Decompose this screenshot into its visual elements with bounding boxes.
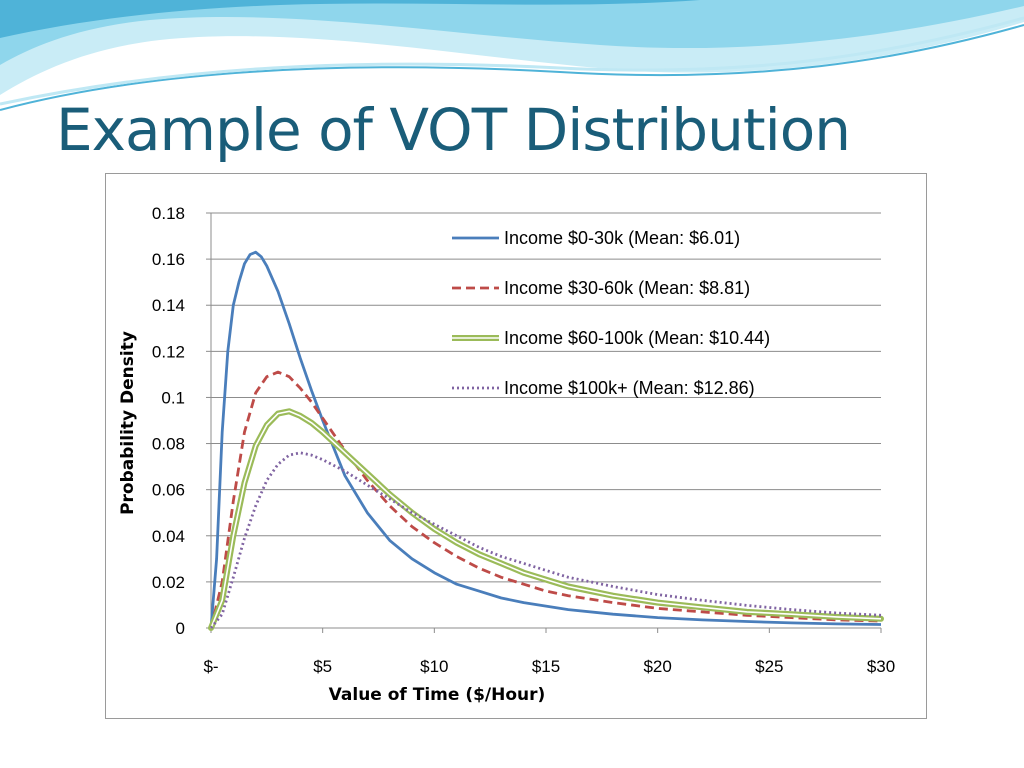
decorative-wave-banner: [0, 0, 1024, 111]
x-tick-label: $5: [313, 657, 332, 676]
series-1: [209, 250, 882, 629]
x-axis-title: Value of Time ($/Hour): [329, 685, 546, 705]
legend-item: Income $60-100k (Mean: $10.44): [452, 328, 770, 348]
x-tick-label: $15: [532, 657, 560, 676]
axes: 0 0.02 0.04 0.06 0.08 0.1 0.12 0.14 0.16 0.18 $- $5…: [152, 204, 895, 676]
y-tick-label: 0.14: [152, 296, 185, 315]
series-line: [209, 451, 882, 629]
y-axis-title: Probability Density: [118, 331, 138, 515]
legend-item: Income $30-60k (Mean: $8.81): [452, 278, 750, 298]
y-tick-label: 0.18: [152, 204, 185, 223]
y-tick-label: 0.04: [152, 527, 185, 546]
x-tick-label: $10: [420, 657, 448, 676]
y-tick-label: 0.08: [152, 435, 185, 454]
legend-label: Income $30-60k (Mean: $8.81): [504, 278, 750, 298]
series-line: [209, 250, 882, 629]
legend-label: Income $60-100k (Mean: $10.44): [504, 328, 770, 348]
legend: Income $0-30k (Mean: $6.01) Income $30-60…: [452, 228, 770, 398]
y-tick-label: 0: [176, 619, 185, 638]
legend-item: Income $100k+ (Mean: $12.86): [452, 378, 755, 398]
x-tick-label: $30: [867, 657, 895, 676]
x-tick-label: $20: [643, 657, 671, 676]
slide-title: Example of VOT Distribution: [56, 96, 851, 164]
legend-label: Income $100k+ (Mean: $12.86): [504, 378, 755, 398]
legend-item: Income $0-30k (Mean: $6.01): [452, 228, 740, 248]
series-2: [209, 370, 882, 629]
chart-frame: 0 0.02 0.04 0.06 0.08 0.1 0.12 0.14 0.16 0.18 $- $5…: [105, 173, 927, 719]
series-4: [209, 451, 882, 629]
legend-label: Income $0-30k (Mean: $6.01): [504, 228, 740, 248]
y-tick-label: 0.06: [152, 481, 185, 500]
y-tick-label: 0.1: [161, 388, 185, 407]
y-tick-label: 0.12: [152, 342, 185, 361]
y-tick-label: 0.02: [152, 573, 185, 592]
grid-lines: [211, 212, 881, 583]
y-tick-label: 0.16: [152, 250, 185, 269]
x-tick-label: $-: [203, 657, 218, 676]
x-tick-label: $25: [755, 657, 783, 676]
series-line: [209, 370, 882, 629]
series-lines: [208, 250, 884, 631]
line-chart: 0 0.02 0.04 0.06 0.08 0.1 0.12 0.14 0.16 0.18 $- $5…: [118, 204, 895, 705]
